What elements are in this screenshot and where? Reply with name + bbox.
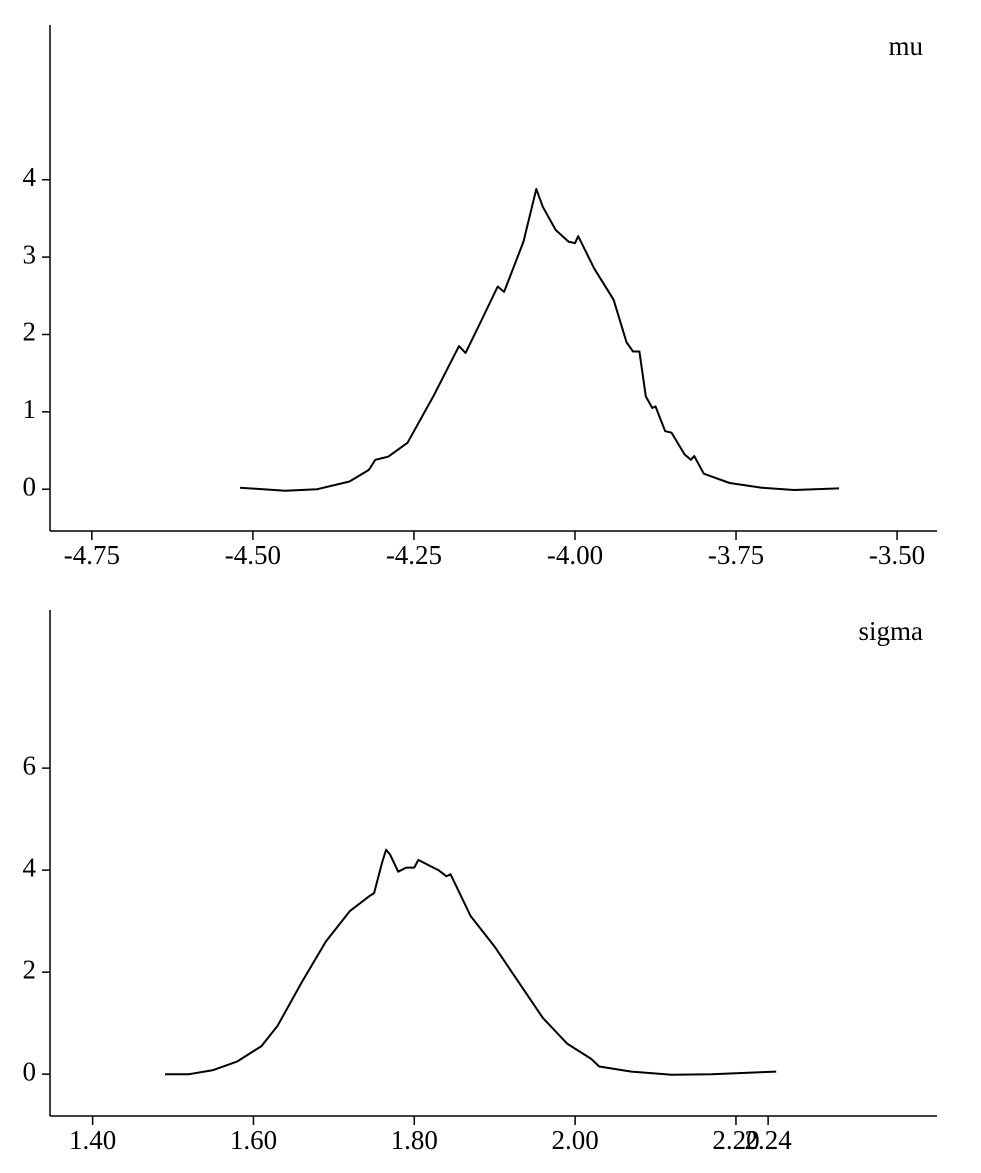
x-tick-label: 2.20 (712, 1125, 759, 1155)
x-tick-label: -3.75 (708, 540, 764, 570)
y-tick-label: 2 (23, 317, 37, 347)
x-tick-label: 2.24 (744, 1125, 792, 1155)
annotation: sigma (859, 616, 924, 646)
y-tick-label: 0 (23, 471, 37, 501)
x-tick-label: 1.60 (230, 1125, 277, 1155)
y-tick-label: 2 (23, 954, 37, 984)
x-tick-label: -4.00 (547, 540, 603, 570)
x-tick-label: 2.00 (551, 1125, 598, 1155)
y-tick-label: 4 (23, 162, 37, 192)
y-tick-label: 3 (23, 239, 37, 269)
line (165, 848, 777, 1076)
x-tick-label: 1.40 (69, 1125, 116, 1155)
x-tick-label: 1.80 (391, 1125, 438, 1155)
annotation: mu (888, 31, 923, 61)
y-tick-label: 4 (23, 852, 37, 882)
y-tick-label: 6 (23, 750, 37, 780)
y-tick-label: 1 (23, 394, 37, 424)
y-tick-label: 0 (23, 1056, 37, 1086)
line (239, 188, 840, 492)
x-tick-label: -4.25 (386, 540, 442, 570)
x-tick-label: -4.75 (64, 540, 120, 570)
x-tick-label: -4.50 (225, 540, 281, 570)
x-tick-label: -3.50 (869, 540, 925, 570)
